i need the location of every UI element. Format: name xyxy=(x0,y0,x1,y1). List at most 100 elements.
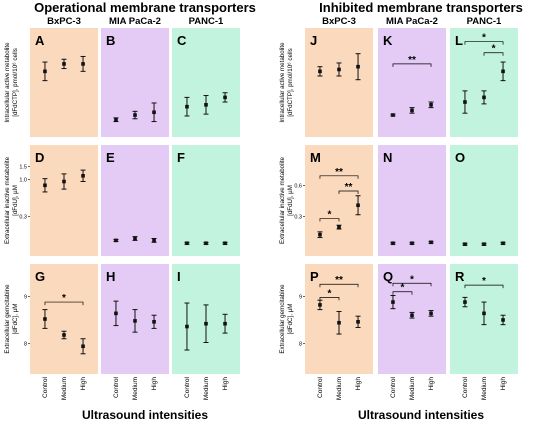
panel-label-N: N xyxy=(383,150,392,165)
data-point-R-0 xyxy=(463,300,467,304)
data-point-D-2 xyxy=(81,174,85,178)
panel-J-background xyxy=(305,28,373,137)
panel-label-A: A xyxy=(35,33,45,48)
data-point-J-2 xyxy=(356,64,360,69)
y-tick-label: 1.0 xyxy=(19,178,27,184)
figure-title-operational: Operational membrane transporters xyxy=(34,0,256,15)
x-tick-label-I-control: Control xyxy=(184,376,191,398)
x-tick-label-I-medium: Medium xyxy=(203,377,210,400)
significance-label-L-1: * xyxy=(492,44,496,55)
column-header-panc-1-operational: PANC-1 xyxy=(189,16,224,27)
data-point-J-0 xyxy=(318,69,322,74)
x-tick-label-G-high: High xyxy=(80,377,87,391)
panel-label-O: O xyxy=(455,150,465,165)
y-axis-label-tp-operational: Intracellular active metabolite[dFdCTP],… xyxy=(4,42,19,123)
data-point-J-1 xyxy=(337,67,341,72)
data-point-G-0 xyxy=(43,317,47,321)
data-point-O-0 xyxy=(463,242,467,246)
significance-label-Q-1: * xyxy=(410,274,414,285)
data-point-P-0 xyxy=(318,303,322,307)
significance-bracket-L-0 xyxy=(464,41,504,45)
panel-A-background xyxy=(30,28,98,137)
x-tick-label-G-medium: Medium xyxy=(61,377,68,400)
data-point-B-2 xyxy=(152,110,156,115)
significance-label-P-0: * xyxy=(328,288,332,299)
data-point-C-1 xyxy=(204,103,208,107)
y-axis-label-u-operational: Extracellular inactive metabolite[dFdU],… xyxy=(4,156,19,244)
significance-label-R-0: * xyxy=(482,276,486,287)
significance-bracket-M-2 xyxy=(319,175,359,179)
panel-label-C: C xyxy=(177,33,187,48)
column-header-bxpc3-operational: BxPC-3 xyxy=(47,16,81,27)
data-point-E-1 xyxy=(133,236,137,241)
panel-label-J: J xyxy=(310,33,317,48)
figure-title-inhibited: Inhibited membrane transporters xyxy=(319,0,523,15)
panel-N-background xyxy=(378,145,446,256)
data-point-H-2 xyxy=(152,320,156,324)
significance-bracket-M-1 xyxy=(338,190,359,194)
panel-K-background xyxy=(378,28,446,137)
panel-label-B: B xyxy=(106,33,115,48)
panel-label-R: R xyxy=(455,269,465,284)
data-point-L-1 xyxy=(482,95,486,100)
panel-L-background xyxy=(450,28,518,137)
data-point-O-1 xyxy=(482,242,486,246)
x-tick-label-R-control: Control xyxy=(462,376,469,398)
data-point-Q-2 xyxy=(429,311,433,316)
data-point-A-1 xyxy=(62,62,66,66)
data-point-D-0 xyxy=(43,183,47,188)
y-axis-label-line1: Intracellular active metabolite xyxy=(279,42,286,123)
significance-bracket-P-1 xyxy=(319,283,359,288)
data-point-K-2 xyxy=(429,103,433,107)
data-point-K-0 xyxy=(391,113,395,117)
data-point-D-1 xyxy=(62,179,66,184)
panel-label-E: E xyxy=(106,150,115,165)
significance-bracket-R-0 xyxy=(464,284,504,289)
y-tick-label: 0.3 xyxy=(294,215,302,221)
x-tick-label-H-medium: Medium xyxy=(132,377,139,400)
chart-layer: BxPC-3 MIA PaCa-2 PANC-1 Intracellular acti… xyxy=(4,16,518,422)
panel-label-L: L xyxy=(455,33,463,48)
y-axis-label-line2: [dFdCTP], pmol/10⁶ cells xyxy=(12,48,19,117)
data-point-A-2 xyxy=(81,62,85,66)
y-axis-label-line2: [dFdC], µM xyxy=(12,304,19,335)
data-point-F-1 xyxy=(204,241,208,246)
x-tick-label-P-control: Control xyxy=(317,376,324,398)
significance-bracket-G-0 xyxy=(44,301,84,306)
panel-M-background xyxy=(305,145,373,256)
x-tick-label-G-control: Control xyxy=(42,376,49,398)
significance-label-M-1: ** xyxy=(345,182,353,193)
data-point-I-1 xyxy=(204,321,208,326)
y-axis-label-line1: Intracellular active metabolite xyxy=(4,42,11,123)
data-point-F-2 xyxy=(223,241,227,246)
data-point-N-1 xyxy=(410,241,414,246)
significance-bracket-Q-0 xyxy=(392,291,413,295)
data-point-L-2 xyxy=(501,69,505,74)
y-axis-label-line2: [dFdC], µM xyxy=(287,304,294,335)
y-axis-label-line1: Extracellular inactive metabolite xyxy=(279,156,286,244)
data-point-P-1 xyxy=(337,320,341,325)
data-point-Q-1 xyxy=(410,313,414,318)
significance-bracket-M-0 xyxy=(319,218,340,222)
panel-F-background xyxy=(172,145,240,256)
data-point-Q-0 xyxy=(391,300,395,304)
data-point-B-0 xyxy=(114,117,118,122)
panel-label-K: K xyxy=(383,33,393,48)
significance-bracket-L-1 xyxy=(483,52,504,56)
panel-label-H: H xyxy=(106,269,115,284)
data-point-G-2 xyxy=(81,344,85,349)
y-axis-label-u-inhibited: Extracellular inactive metabolite[dFdU],… xyxy=(279,156,294,244)
data-point-L-0 xyxy=(463,100,467,104)
panel-label-Q: Q xyxy=(383,269,393,284)
panel-label-G: G xyxy=(35,269,45,284)
y-axis-label-line2: [dFdCTP], pmol/10⁶ cells xyxy=(287,48,294,117)
y-axis-label-c-inhibited: Extracellular gemcitabine[dFdC], µM xyxy=(279,284,294,354)
x-tick-label-P-high: High xyxy=(355,377,362,391)
data-point-P-2 xyxy=(356,320,360,324)
significance-label-P-1: ** xyxy=(335,275,343,286)
significance-label-Q-0: * xyxy=(401,283,405,294)
data-point-M-2 xyxy=(356,203,360,208)
panel-label-F: F xyxy=(177,150,185,165)
column-header-panc-1-inhibited: PANC-1 xyxy=(467,16,502,27)
